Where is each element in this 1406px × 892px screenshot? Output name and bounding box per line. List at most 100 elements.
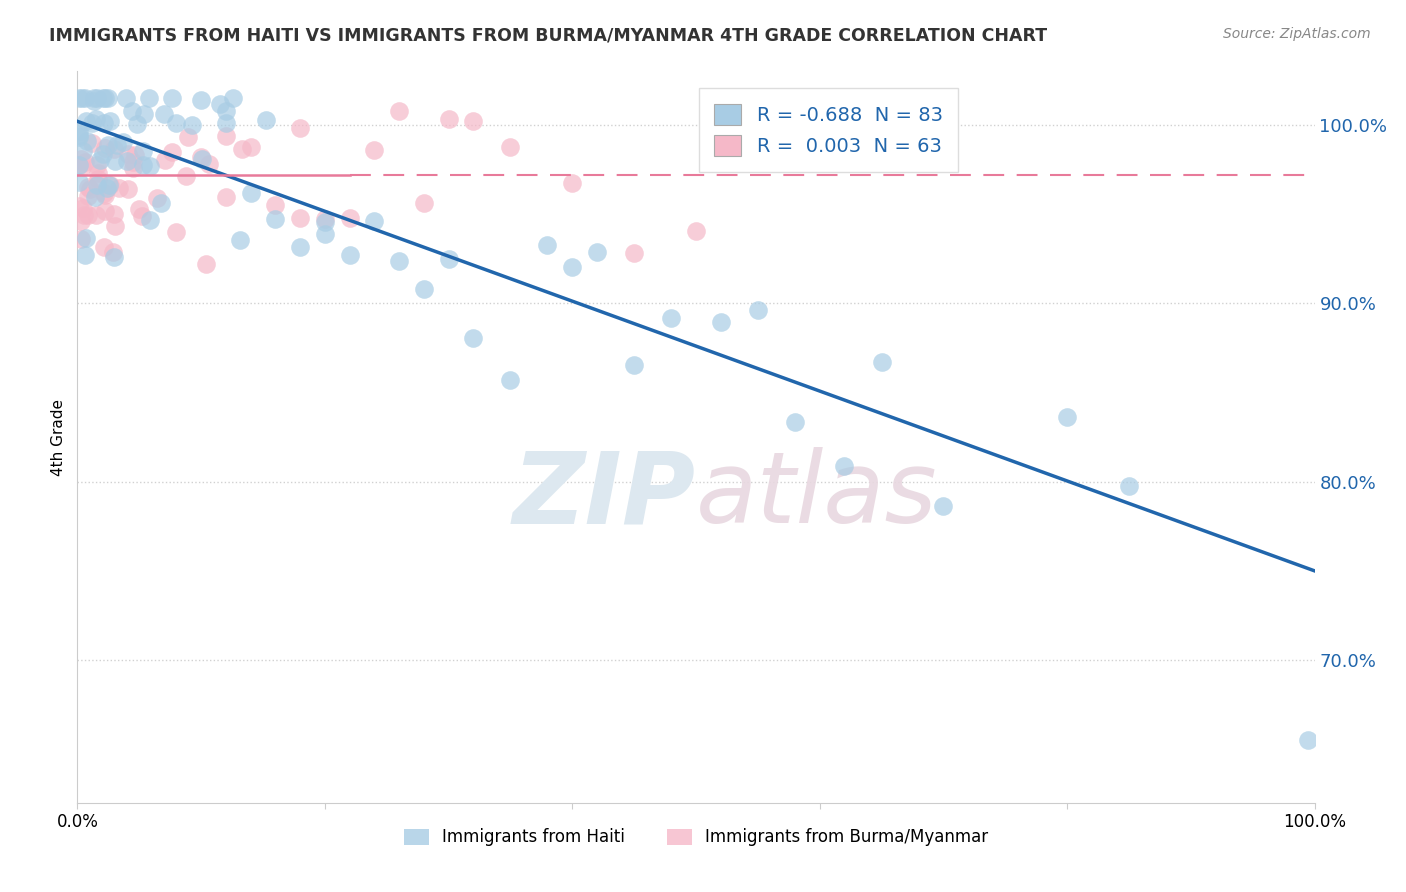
Point (70, 232, 93, 246)
Point (98, 114, 121, 128)
Point (314, 227, 336, 242)
Point (73, 91, 96, 105)
Point (67, 91, 90, 105)
Point (214, 129, 236, 144)
Point (561, 260, 583, 274)
Point (932, 500, 955, 514)
Point (112, 135, 135, 149)
Point (209, 97, 232, 112)
Point (288, 121, 311, 136)
Point (86, 158, 108, 172)
Point (153, 153, 176, 168)
Legend: Immigrants from Haiti, Immigrants from Burma/Myanmar: Immigrants from Haiti, Immigrants from B… (396, 822, 995, 853)
Point (67, 128, 90, 143)
Point (623, 245, 645, 260)
Point (103, 207, 125, 221)
Point (73, 154, 96, 169)
Point (70, 161, 93, 175)
Point (138, 159, 160, 173)
Point (79, 182, 101, 196)
Point (463, 113, 485, 128)
Point (84, 208, 107, 222)
Point (121, 103, 143, 118)
Point (122, 161, 145, 175)
Point (190, 150, 212, 164)
Point (104, 219, 127, 233)
Text: ZIP: ZIP (513, 447, 696, 544)
Point (76, 208, 98, 222)
Point (388, 254, 411, 268)
Point (67, 129, 90, 144)
Point (75, 231, 97, 245)
Point (93, 188, 115, 202)
Point (1056, 409, 1078, 424)
Point (437, 112, 460, 126)
Point (131, 144, 153, 158)
Y-axis label: 4th Grade: 4th Grade (51, 399, 66, 475)
Point (388, 104, 411, 119)
Point (314, 215, 336, 229)
Point (80, 136, 103, 150)
Point (127, 117, 149, 131)
Point (437, 252, 460, 266)
Point (239, 186, 262, 200)
Point (93, 203, 115, 218)
Point (363, 214, 385, 228)
Point (150, 196, 173, 211)
Point (165, 115, 187, 129)
Point (121, 155, 143, 169)
Point (131, 158, 153, 172)
Point (117, 182, 139, 196)
Point (93, 240, 115, 254)
Point (231, 142, 253, 156)
Point (222, 91, 245, 105)
Text: atlas: atlas (696, 447, 938, 544)
Point (215, 190, 238, 204)
Point (70, 153, 93, 167)
Point (339, 211, 361, 225)
Point (89, 153, 111, 167)
Point (72, 202, 94, 216)
Point (180, 118, 202, 132)
Point (536, 238, 558, 252)
Point (834, 458, 856, 473)
Point (93, 91, 115, 105)
Point (107, 181, 129, 195)
Point (87, 172, 110, 186)
Point (160, 145, 183, 159)
Point (75, 113, 97, 128)
Point (190, 93, 212, 107)
Point (114, 91, 136, 105)
Point (91, 147, 114, 161)
Point (73, 209, 96, 223)
Point (67, 124, 90, 138)
Point (412, 196, 434, 211)
Point (561, 176, 583, 190)
Point (84, 112, 107, 127)
Point (97, 138, 120, 153)
Point (97, 91, 120, 105)
Point (86, 91, 108, 105)
Point (174, 169, 197, 183)
Point (229, 233, 252, 247)
Point (195, 257, 218, 271)
Point (97, 178, 120, 193)
Point (82, 115, 104, 129)
Point (463, 330, 485, 344)
Point (339, 248, 361, 262)
Point (67, 175, 90, 189)
Point (363, 143, 385, 157)
Point (138, 213, 160, 227)
Point (138, 91, 160, 105)
Point (146, 191, 169, 205)
Point (76, 134, 98, 148)
Point (586, 245, 609, 260)
Point (288, 211, 311, 225)
Point (254, 113, 277, 128)
Point (152, 107, 174, 121)
Point (101, 244, 124, 259)
Point (87, 166, 110, 180)
Point (710, 315, 733, 329)
Text: IMMIGRANTS FROM HAITI VS IMMIGRANTS FROM BURMA/MYANMAR 4TH GRADE CORRELATION CHA: IMMIGRANTS FROM HAITI VS IMMIGRANTS FROM… (49, 27, 1047, 45)
Point (288, 240, 311, 254)
